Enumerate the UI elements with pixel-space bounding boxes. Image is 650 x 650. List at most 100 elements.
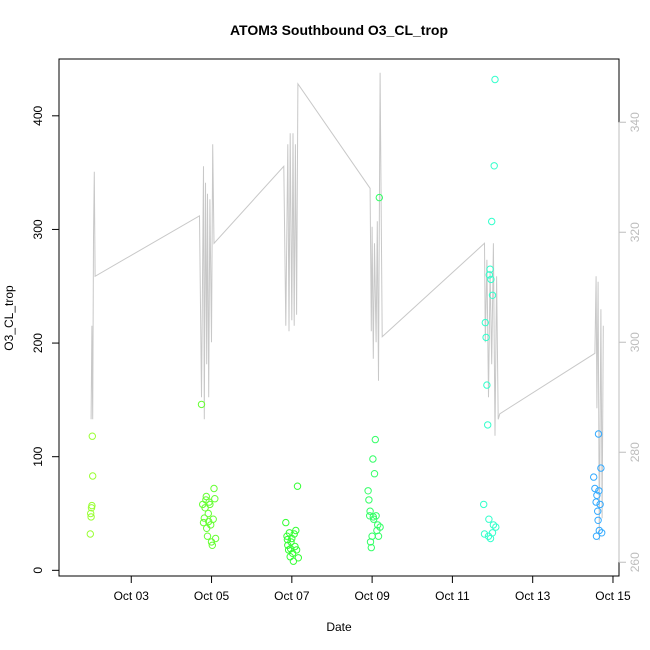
data-point <box>203 532 212 540</box>
data-point <box>483 381 491 389</box>
data-point <box>597 464 605 472</box>
data-point <box>487 275 495 284</box>
data-point <box>485 515 493 523</box>
data-point <box>365 496 373 504</box>
data-point <box>482 333 490 342</box>
data-point <box>593 491 601 499</box>
data-point <box>488 217 496 226</box>
x-tick-label: Oct 03 <box>114 589 150 603</box>
y-axis: 0 100 200 300 400 <box>31 105 60 574</box>
x-tick-label: Oct 09 <box>354 589 390 603</box>
data-point <box>480 530 489 538</box>
data-point <box>488 291 497 299</box>
data-point <box>596 500 604 509</box>
x-tick-label: Oct 13 <box>515 589 551 603</box>
data-point <box>283 535 292 544</box>
data-point <box>291 542 299 551</box>
data-point <box>88 432 97 440</box>
secondary-tick-label: 260 <box>628 552 642 572</box>
data-point <box>598 529 606 537</box>
y-tick-label: 400 <box>31 105 45 125</box>
data-point <box>204 509 213 518</box>
secondary-y-axis: 260 280 300 320 340 <box>618 112 642 572</box>
y-tick-label: 100 <box>31 446 45 466</box>
data-point <box>87 509 95 518</box>
data-point <box>481 318 489 327</box>
background-line-layer <box>90 72 604 541</box>
plot-frame <box>58 58 620 577</box>
data-point <box>290 530 298 538</box>
data-point <box>594 430 603 438</box>
data-point <box>492 523 500 531</box>
data-point <box>489 521 498 529</box>
data-point <box>592 532 601 540</box>
data-point <box>374 532 383 540</box>
data-point <box>208 541 217 549</box>
data-point <box>199 518 208 527</box>
y-axis-label: O3_CL_trop <box>2 285 16 351</box>
x-tick-label: Oct 11 <box>435 589 470 603</box>
data-point <box>288 534 296 543</box>
data-point <box>294 554 302 562</box>
data-point <box>293 482 302 490</box>
data-point <box>490 162 498 170</box>
data-point <box>202 492 211 501</box>
data-point <box>210 484 218 493</box>
data-point <box>594 507 602 515</box>
data-point <box>203 524 211 532</box>
data-point <box>88 501 96 510</box>
data-point <box>595 487 603 495</box>
y-tick-label: 200 <box>31 333 45 353</box>
x-axis: Oct 03 Oct 05 Oct 07 Oct 09 Oct 11 Oct 13 Oct … <box>114 575 631 603</box>
data-point <box>485 271 493 279</box>
data-point <box>197 400 206 409</box>
data-point <box>366 507 374 515</box>
data-point <box>486 265 494 273</box>
data-point <box>368 532 376 540</box>
data-point <box>370 470 379 478</box>
data-point <box>369 513 377 521</box>
data-point <box>591 484 599 493</box>
data-point <box>375 193 383 202</box>
data-point <box>367 543 375 552</box>
y-tick-label: 0 <box>31 567 45 574</box>
background-series-line <box>90 72 604 541</box>
data-point <box>590 473 598 481</box>
data-point <box>595 526 603 535</box>
data-point <box>201 504 209 512</box>
x-tick-label: Oct 07 <box>274 589 310 603</box>
secondary-tick-label: 320 <box>628 222 642 242</box>
data-point <box>480 500 488 509</box>
secondary-tick-label: 340 <box>628 112 642 132</box>
data-point <box>369 455 377 463</box>
secondary-tick-label: 300 <box>628 332 642 352</box>
data-point <box>87 513 95 521</box>
x-axis-label: Date <box>326 620 352 634</box>
data-point <box>289 557 298 565</box>
data-point <box>211 534 220 543</box>
data-point <box>376 523 384 531</box>
data-point <box>364 487 372 495</box>
data-point <box>211 495 219 503</box>
data-point <box>484 421 492 429</box>
data-point <box>491 75 499 84</box>
secondary-tick-label: 280 <box>628 442 642 462</box>
data-points-layer <box>86 75 606 565</box>
y-tick-label: 300 <box>31 219 45 239</box>
data-point <box>594 516 602 524</box>
data-point <box>282 518 290 527</box>
data-point <box>205 517 213 526</box>
data-point <box>371 435 379 444</box>
data-point <box>286 545 295 553</box>
data-point <box>209 515 217 523</box>
data-point <box>374 521 382 529</box>
data-point <box>89 472 97 480</box>
data-point <box>488 529 497 537</box>
data-point <box>86 530 95 538</box>
data-point <box>206 500 214 509</box>
x-tick-label: Oct 05 <box>194 589 230 603</box>
data-point <box>292 526 300 535</box>
x-tick-label: Oct 15 <box>595 589 631 603</box>
chart-title: ATOM3 Southbound O3_CL_trop <box>230 22 448 38</box>
